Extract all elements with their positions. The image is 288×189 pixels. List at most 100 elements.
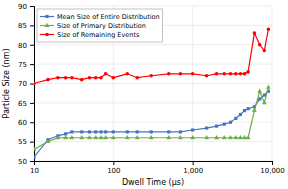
point (88, 76, 92, 80)
point (69, 135, 74, 139)
y-tick-label: 70 (18, 80, 27, 88)
legend-entry: Size of Primary Distribution (40, 22, 146, 30)
y-axis: 505560657075808590 (18, 3, 34, 166)
legend-label: Size of Primary Distribution (57, 22, 146, 30)
y-tick-label: 90 (18, 3, 27, 11)
point (46, 139, 51, 143)
point (149, 135, 154, 139)
y-tick: 60 (18, 119, 34, 127)
point (205, 74, 209, 78)
series (34, 90, 270, 159)
y-tick: 85 (18, 22, 34, 30)
y-tick-mark (30, 45, 34, 46)
legend: Mean Size of Entire DistributionSize of … (37, 9, 163, 42)
y-grid-line (34, 102, 272, 103)
y-grid-line (34, 83, 272, 84)
point (239, 113, 242, 116)
y-tick-label: 55 (18, 138, 27, 146)
plot: 101001,00010,000505560657075808590Mean S… (18, 3, 285, 175)
x-tick-mark (193, 161, 194, 165)
y-grid-line (34, 64, 272, 65)
point (111, 135, 116, 139)
point (215, 125, 218, 128)
point (222, 135, 227, 139)
point (266, 85, 271, 89)
point (243, 72, 247, 76)
point (63, 135, 68, 139)
point (239, 72, 243, 76)
legend-marker (45, 33, 49, 37)
y-axis-line (30, 7, 35, 162)
point (262, 100, 267, 104)
point (252, 108, 257, 112)
point (112, 130, 115, 133)
point (267, 27, 271, 31)
point (243, 109, 246, 112)
point (238, 135, 243, 139)
point (246, 70, 250, 74)
point (70, 76, 74, 80)
y-tick-mark (30, 142, 34, 143)
point (223, 123, 226, 126)
point (80, 78, 84, 82)
y-grid-line (34, 122, 272, 123)
y-tick-label: 50 (18, 158, 27, 166)
y-axis-title: Particle Size (nm) (2, 48, 11, 118)
point (246, 135, 251, 139)
point (150, 130, 153, 133)
y-tick: 75 (18, 61, 34, 69)
series-line (34, 91, 268, 157)
point (167, 130, 170, 133)
point (99, 130, 102, 133)
point (263, 94, 266, 97)
grid (34, 6, 272, 161)
point (56, 76, 60, 80)
x-axis: 101001,00010,000 (30, 161, 285, 175)
point (55, 135, 60, 139)
y-tick: 55 (18, 138, 34, 146)
point (258, 97, 261, 100)
point (204, 135, 209, 139)
point (190, 135, 195, 139)
y-tick-label: 60 (18, 119, 27, 127)
point (93, 135, 98, 139)
legend-label: Size of Remaining Events (57, 31, 140, 39)
x-tick-label: 10,000 (260, 167, 285, 175)
y-tick-mark (30, 64, 34, 65)
x-tick-label: 100 (107, 167, 120, 175)
x-tick: 1,000 (183, 161, 203, 175)
point (135, 76, 139, 80)
y-tick: 65 (18, 100, 34, 108)
point (229, 121, 232, 124)
point (46, 78, 50, 82)
y-tick-mark (30, 84, 34, 85)
point (112, 76, 116, 80)
point (214, 135, 219, 139)
point (247, 107, 250, 110)
legend-entry: Size of Remaining Events (40, 31, 140, 39)
point (178, 135, 183, 139)
point (87, 135, 92, 139)
point (80, 130, 83, 133)
y-tick-mark (30, 103, 34, 104)
y-tick-mark (30, 6, 34, 7)
point (99, 76, 103, 80)
series (34, 85, 271, 151)
point (79, 135, 84, 139)
point (179, 72, 183, 76)
point (104, 72, 108, 76)
point (258, 43, 262, 47)
point (233, 135, 238, 139)
point (99, 135, 104, 139)
x-axis-title: Dwell Time (µs) (122, 178, 184, 187)
point (253, 31, 257, 35)
point (94, 130, 97, 133)
legend-marker (45, 23, 50, 27)
point (229, 72, 233, 76)
series-line (34, 87, 268, 149)
point (103, 135, 108, 139)
x-tick: 10,000 (260, 161, 285, 175)
point (166, 135, 171, 139)
point (263, 49, 267, 53)
y-tick-label: 75 (18, 61, 27, 69)
